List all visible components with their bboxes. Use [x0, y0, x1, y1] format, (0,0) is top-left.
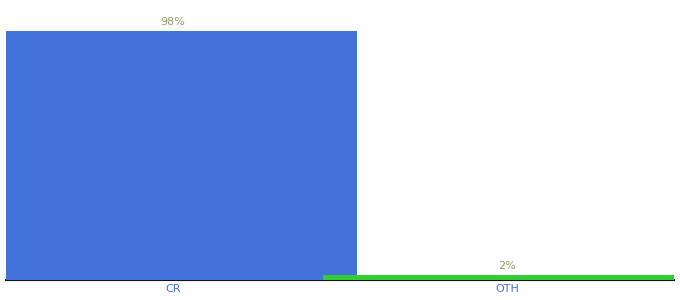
Text: 2%: 2%: [498, 261, 516, 271]
Bar: [0, 31, 357, 280]
Text: 98%: 98%: [160, 17, 185, 27]
Bar: [323, 274, 680, 280]
